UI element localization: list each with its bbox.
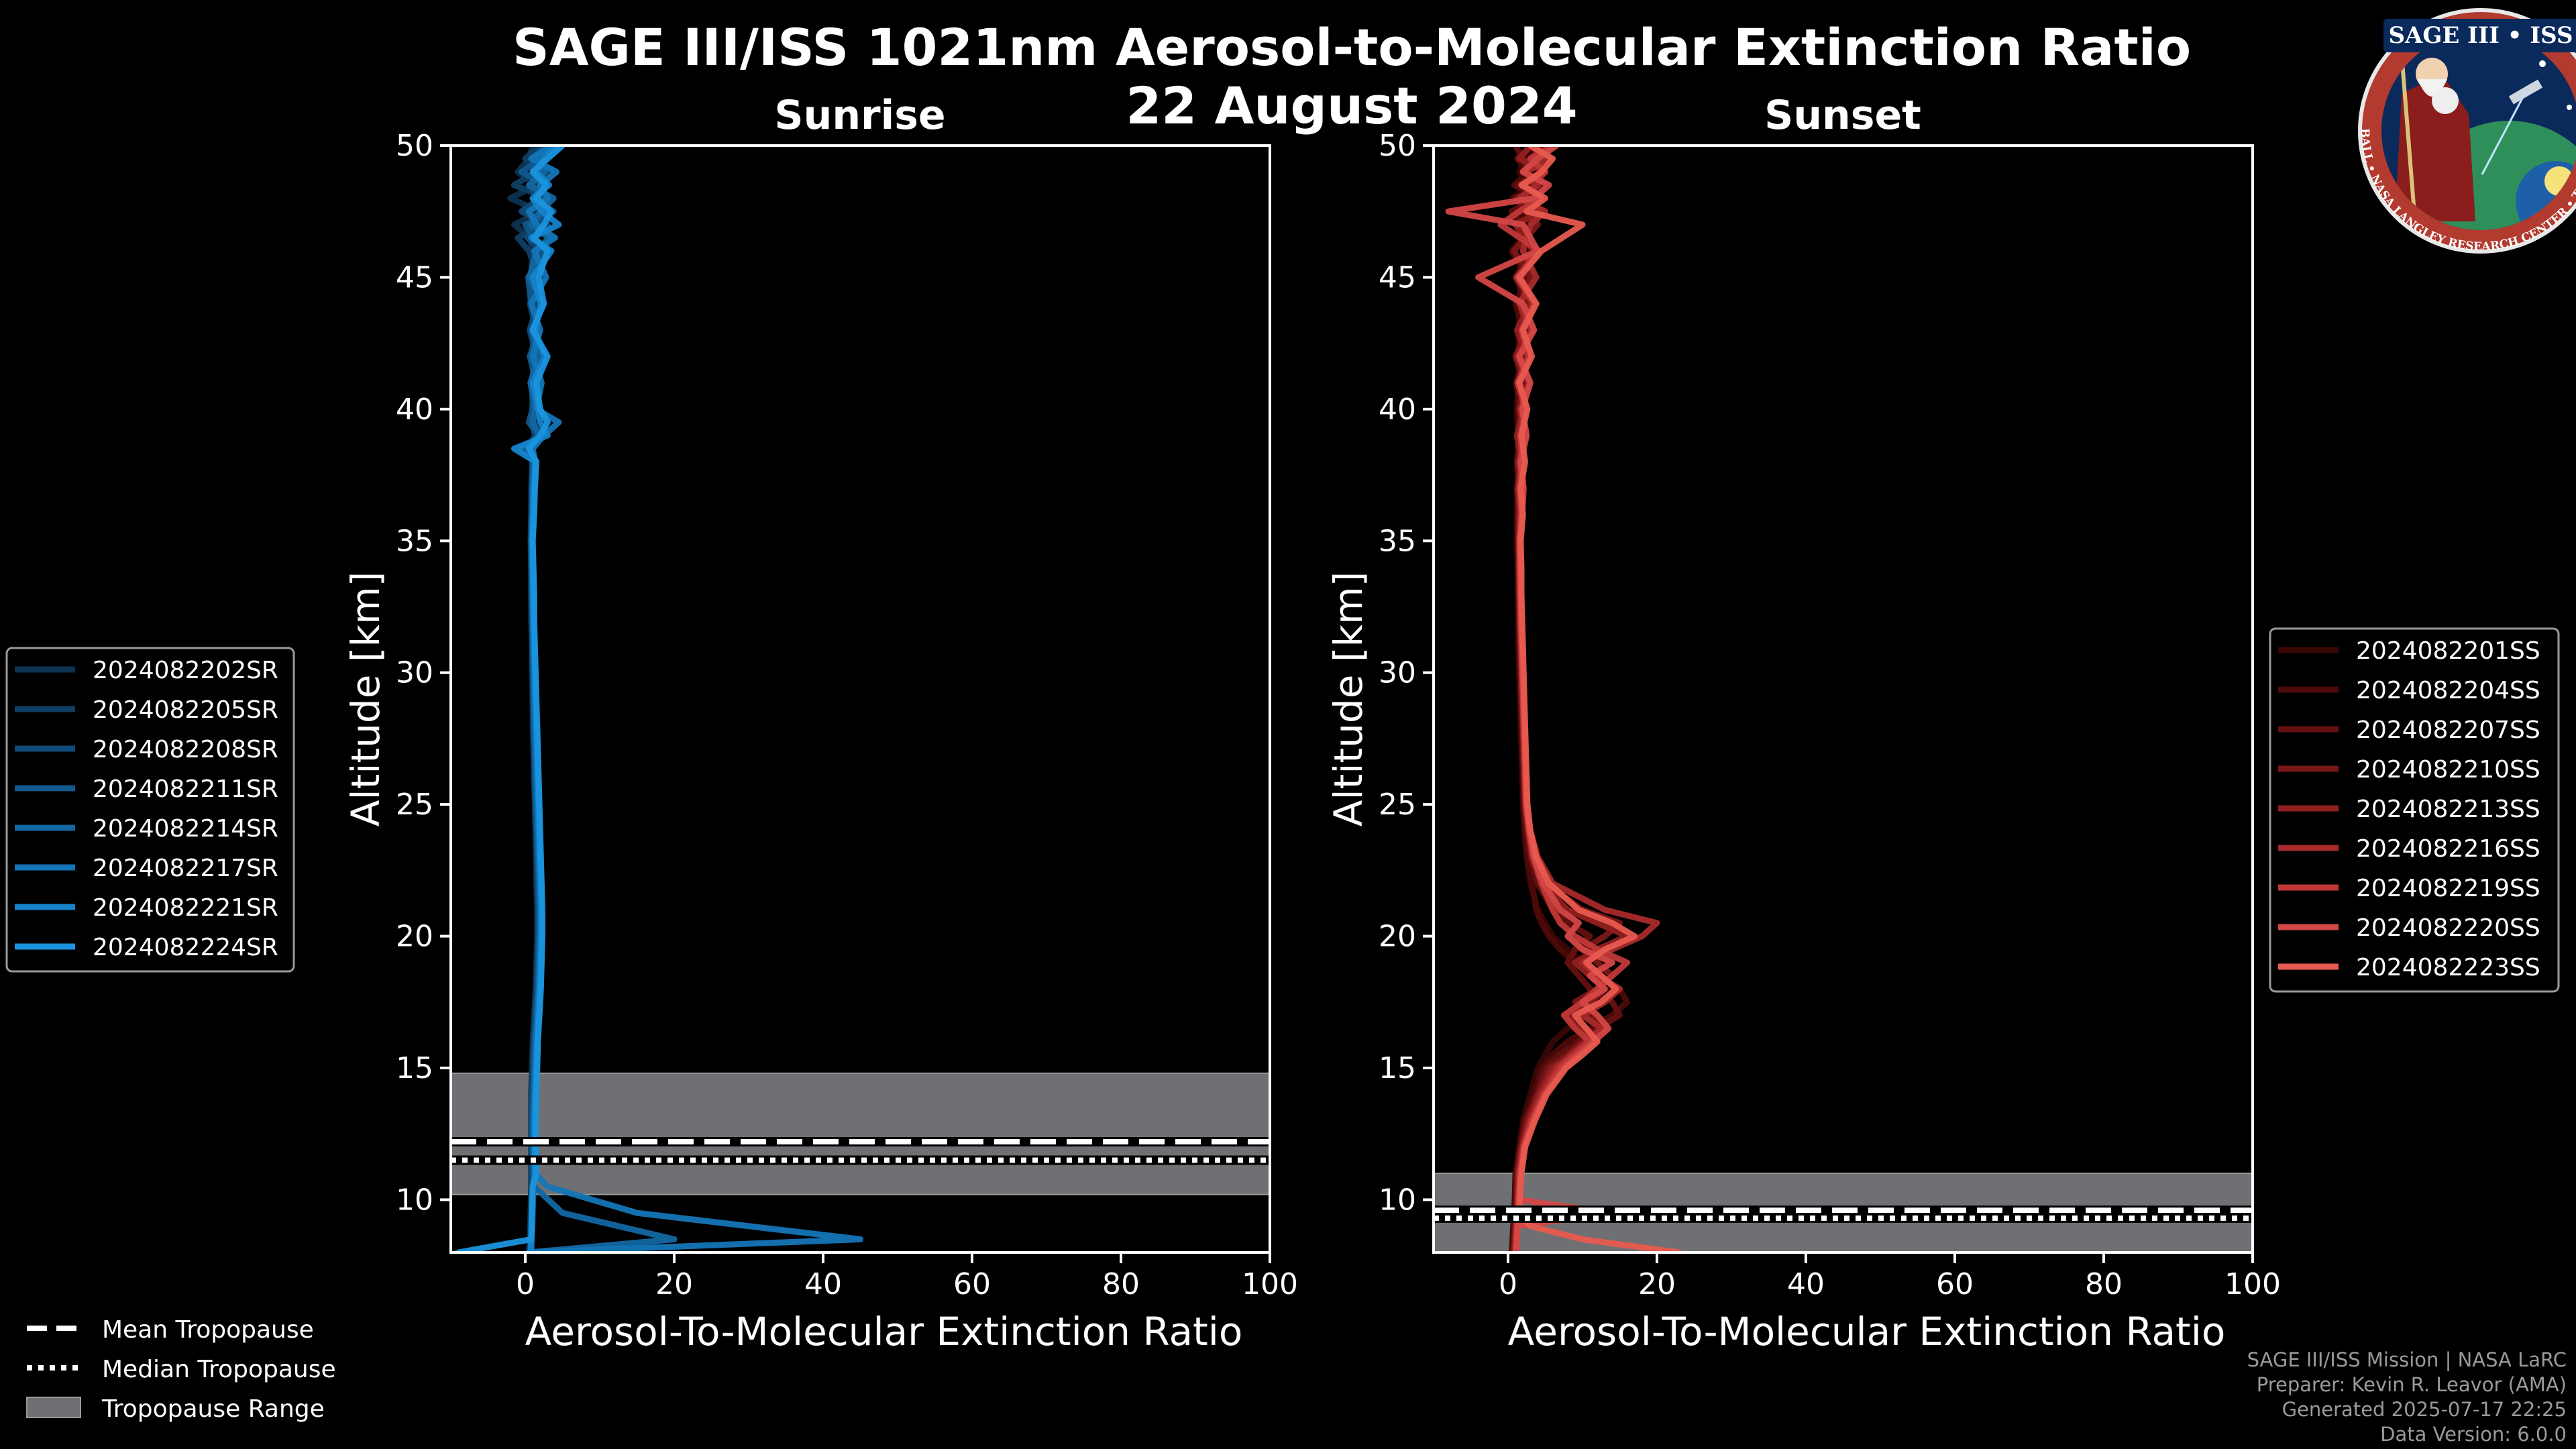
sunset-axes-frame: [1432, 144, 2254, 1254]
tropopause-legend-label: Mean Tropopause: [102, 1316, 314, 1344]
sunrise-ytick-label: 25: [396, 788, 433, 822]
sunrise-ytick-label: 45: [396, 260, 433, 294]
sunset-legend-label: 2024082207SS: [2356, 716, 2540, 744]
sunrise-xtick-label: 20: [655, 1267, 693, 1301]
sunset-xtick-label: 100: [2224, 1267, 2281, 1301]
sunset-ytick-label: 50: [1379, 129, 1416, 163]
astronomer-beard-icon: [2418, 79, 2447, 97]
sunset-panel: 0 20 40 60 80 100 10 15 20 25 30 35 40 45 50 Aerosol-To…: [1326, 129, 2281, 1354]
sunrise-ytick-label: 15: [396, 1051, 433, 1085]
sunrise-legend-label: 2024082205SR: [93, 696, 278, 724]
sunrise-panel: 0 20 40 60 80 100 10 15 20 25 30 35 40 45 50 Aerosol-To…: [343, 129, 1298, 1354]
sunset-legend-label: 2024082220SS: [2356, 914, 2540, 942]
credit-generated: Generated 2025-07-17 22:25: [2282, 1398, 2567, 1421]
figure-title: SAGE III/ISS 1021nm Aerosol-to-Molecular…: [513, 17, 2191, 77]
sunrise-xtick-label: 80: [1102, 1267, 1140, 1301]
sunrise-tropopause-range-band: [450, 1072, 1271, 1195]
sunset-legend-label: 2024082223SS: [2356, 954, 2540, 981]
star-icon: [2539, 60, 2546, 67]
sunrise-y-axis-label: Altitude [km]: [343, 572, 388, 826]
sunrise-axes-frame: [449, 144, 1271, 1254]
sunrise-legend-label: 2024082211SR: [93, 775, 278, 803]
star-icon: [2567, 105, 2572, 110]
sunrise-legend-frame: [5, 647, 295, 973]
sunset-legend-label: 2024082213SS: [2356, 796, 2540, 823]
sunset-legend-label: 2024082216SS: [2356, 835, 2540, 863]
sunrise-ytick-label: 10: [396, 1183, 433, 1217]
sunrise-legend-label: 2024082208SR: [93, 736, 278, 763]
sunset-xtick-label: 60: [1936, 1267, 1974, 1301]
sunrise-legend: 2024082202SR 2024082205SR 2024082208SR 2024…: [5, 647, 295, 973]
tropopause-range-legend-swatch: [26, 1397, 81, 1418]
sunset-legend-label: 2024082204SS: [2356, 677, 2540, 704]
sunset-legend-frame: [2269, 627, 2560, 993]
sunrise-xtick-label: 100: [1242, 1267, 1298, 1301]
sunset-ytick-label: 10: [1379, 1183, 1416, 1217]
sunrise-legend-label: 2024082221SR: [93, 894, 278, 922]
sunset-x-axis-label: Aerosol-To-Molecular Extinction Ratio: [1508, 1309, 2226, 1354]
sunrise-legend-label: 2024082202SR: [93, 657, 278, 684]
sunset-ytick-label: 30: [1379, 656, 1416, 690]
sunrise-xtick-label: 0: [516, 1267, 535, 1301]
credit-mission: SAGE III/ISS Mission | NASA LaRC: [2247, 1348, 2567, 1371]
sunrise-xtick-label: 40: [804, 1267, 842, 1301]
sunrise-panel-title: Sunrise: [774, 92, 945, 139]
sunset-xtick-label: 80: [2085, 1267, 2123, 1301]
sunset-ytick-label: 45: [1379, 260, 1416, 294]
sunset-xtick-label: 20: [1638, 1267, 1676, 1301]
sunset-ytick-label: 20: [1379, 920, 1416, 954]
logo-title-band: [2383, 19, 2576, 52]
beam-icon: [2481, 91, 2527, 175]
sunrise-series-2024082224SR: [455, 146, 566, 1252]
staff-icon: [2400, 53, 2417, 222]
astronomer-robe-icon: [2395, 74, 2475, 221]
sunset-legend-label: 2024082210SS: [2356, 756, 2540, 784]
sunrise-plot-area: [451, 146, 1270, 1252]
sunset-series-2024082223SS: [1515, 146, 1682, 1252]
sunrise-legend-label: 2024082224SR: [93, 934, 278, 961]
sunrise-x-axis-label: Aerosol-To-Molecular Extinction Ratio: [525, 1309, 1243, 1354]
credit-data-version: Data Version: 6.0.0: [2380, 1423, 2567, 1446]
sunset-series-group: [1445, 146, 1682, 1252]
tropopause-legend: Mean Tropopause Median Tropopause Tropopau…: [26, 1316, 336, 1423]
sunset-plot-area: [1434, 146, 2253, 1252]
sunset-panel-title: Sunset: [1764, 92, 1921, 139]
sunset-y-axis-label: Altitude [km]: [1326, 572, 1371, 826]
sunset-ytick-label: 25: [1379, 788, 1416, 822]
sunset-ytick-label: 40: [1379, 392, 1416, 427]
sunrise-legend-label: 2024082214SR: [93, 815, 278, 843]
sunrise-legend-label: 2024082217SR: [93, 855, 278, 882]
sunset-xtick-label: 40: [1787, 1267, 1825, 1301]
sunset-legend: 2024082201SS 2024082204SS 2024082207SS 2024…: [2269, 627, 2560, 993]
sunset-ytick-label: 15: [1379, 1051, 1416, 1085]
credit-preparer: Preparer: Kevin R. Leavor (AMA): [2257, 1373, 2567, 1396]
sunrise-ytick-label: 30: [396, 656, 433, 690]
sunset-legend-label: 2024082219SS: [2356, 875, 2540, 902]
tropopause-legend-label: Median Tropopause: [102, 1356, 336, 1383]
sunset-xtick-label: 0: [1499, 1267, 1517, 1301]
sage-iii-iss-logo: SAGE III • ISS BALL • NASA LANGLEY RESEA…: [2358, 8, 2576, 254]
tropopause-legend-label: Tropopause Range: [101, 1395, 325, 1423]
moon-icon: [2432, 87, 2459, 114]
logo-title: SAGE III • ISS: [2388, 22, 2573, 49]
sunrise-ytick-label: 35: [396, 524, 433, 558]
sunrise-series-group: [455, 146, 863, 1252]
sunrise-ytick-label: 40: [396, 392, 433, 427]
sunset-legend-label: 2024082201SS: [2356, 637, 2540, 665]
sunrise-ytick-label: 50: [396, 129, 433, 163]
figure-date: 22 August 2024: [1126, 76, 1577, 136]
sunrise-ytick-label: 20: [396, 920, 433, 954]
sunrise-xtick-label: 60: [953, 1267, 991, 1301]
sunset-ytick-label: 35: [1379, 524, 1416, 558]
